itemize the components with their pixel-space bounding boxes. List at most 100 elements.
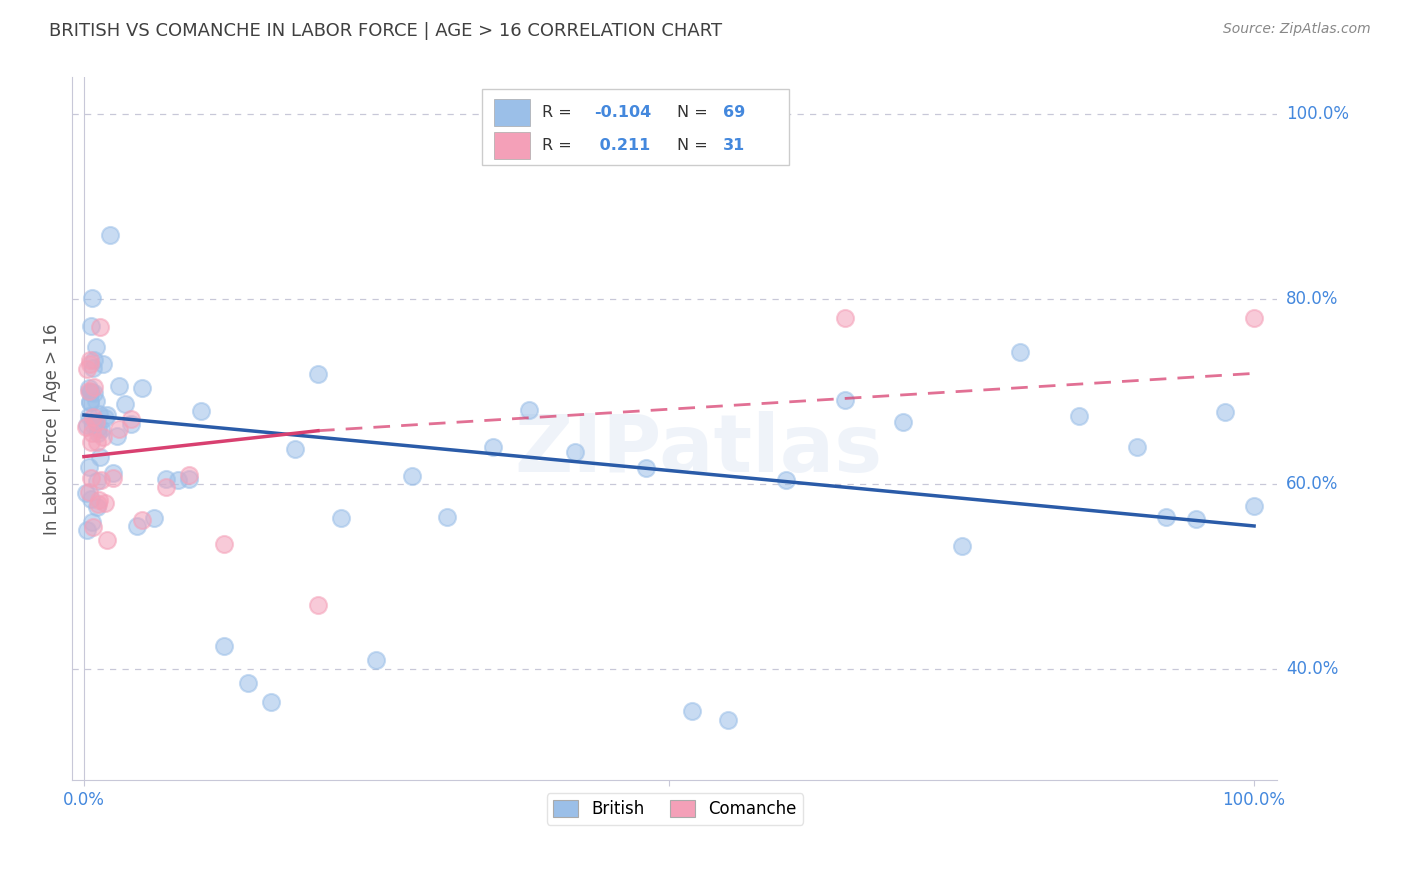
Point: [84, 394, 107, 409]
Point: [86, 474, 108, 488]
Point: [77, 384, 100, 398]
Point: [82, 520, 104, 534]
Point: [401, 469, 423, 483]
Point: [76, 362, 98, 376]
Point: [82, 515, 104, 529]
Point: [307, 598, 329, 612]
FancyBboxPatch shape: [482, 89, 789, 165]
Point: [96, 533, 118, 547]
Point: [517, 403, 540, 417]
Point: [94, 410, 117, 425]
Point: [91, 430, 114, 444]
Point: [80, 471, 103, 485]
Point: [90, 422, 112, 436]
Point: [105, 429, 128, 443]
Point: [1184, 512, 1206, 526]
Point: [125, 518, 148, 533]
Point: [834, 392, 856, 407]
Point: [1067, 409, 1090, 423]
Text: Source: ZipAtlas.com: Source: ZipAtlas.com: [1223, 22, 1371, 37]
Point: [84, 415, 107, 429]
Point: [82, 409, 104, 424]
Point: [1126, 440, 1149, 454]
Point: [76, 523, 98, 537]
Y-axis label: In Labor Force | Age > 16: In Labor Force | Age > 16: [44, 323, 60, 534]
Point: [89, 407, 111, 421]
Text: ZIPatlas: ZIPatlas: [515, 411, 883, 489]
Point: [89, 492, 111, 507]
Point: [77, 381, 100, 395]
Point: [79, 357, 101, 371]
Point: [91, 357, 114, 371]
Point: [1243, 499, 1265, 513]
Point: [80, 435, 103, 450]
Point: [87, 421, 110, 435]
Text: R =: R =: [543, 105, 576, 120]
Point: [89, 319, 111, 334]
Point: [436, 510, 458, 524]
Point: [330, 511, 353, 525]
Text: 0.211: 0.211: [595, 138, 651, 153]
Point: [120, 417, 142, 432]
Point: [634, 461, 657, 475]
Point: [214, 639, 236, 653]
Point: [108, 379, 131, 393]
Point: [108, 422, 131, 436]
Point: [84, 340, 107, 354]
Text: 80.0%: 80.0%: [1286, 291, 1339, 309]
Point: [79, 352, 101, 367]
Point: [179, 467, 201, 482]
Point: [120, 411, 142, 425]
Text: R =: R =: [543, 138, 576, 153]
Point: [87, 425, 110, 440]
Point: [155, 472, 177, 486]
Point: [775, 473, 797, 487]
Point: [236, 676, 259, 690]
Point: [98, 227, 121, 242]
Point: [75, 419, 97, 434]
Point: [83, 380, 105, 394]
Text: 60.0%: 60.0%: [1286, 475, 1339, 493]
Point: [79, 395, 101, 409]
Point: [82, 425, 104, 440]
Point: [75, 486, 97, 500]
Point: [166, 473, 188, 487]
Point: [79, 384, 101, 399]
Point: [103, 471, 125, 485]
Point: [83, 386, 105, 401]
Point: [307, 367, 329, 381]
Point: [834, 310, 856, 325]
Legend: British, Comanche: British, Comanche: [547, 793, 803, 825]
FancyBboxPatch shape: [494, 99, 530, 126]
Point: [564, 445, 586, 459]
Point: [94, 496, 117, 510]
Point: [131, 513, 153, 527]
Point: [86, 434, 108, 449]
Text: N =: N =: [678, 138, 713, 153]
Point: [77, 484, 100, 499]
Point: [80, 384, 103, 399]
Point: [1213, 405, 1236, 419]
Point: [1010, 344, 1032, 359]
Point: [77, 459, 100, 474]
Point: [716, 713, 738, 727]
Point: [82, 361, 104, 376]
Point: [1156, 509, 1178, 524]
FancyBboxPatch shape: [494, 132, 530, 159]
Point: [214, 536, 236, 550]
Text: 100.0%: 100.0%: [1286, 105, 1348, 123]
Point: [96, 409, 118, 423]
Point: [77, 409, 100, 423]
Point: [179, 472, 201, 486]
Point: [1243, 310, 1265, 325]
Point: [681, 704, 703, 718]
Text: -0.104: -0.104: [595, 105, 651, 120]
Point: [76, 417, 98, 432]
Point: [86, 500, 108, 515]
Point: [82, 291, 104, 305]
Text: 69: 69: [723, 105, 745, 120]
Point: [131, 381, 153, 395]
Point: [83, 353, 105, 368]
Point: [366, 653, 388, 667]
Text: 40.0%: 40.0%: [1286, 660, 1339, 678]
